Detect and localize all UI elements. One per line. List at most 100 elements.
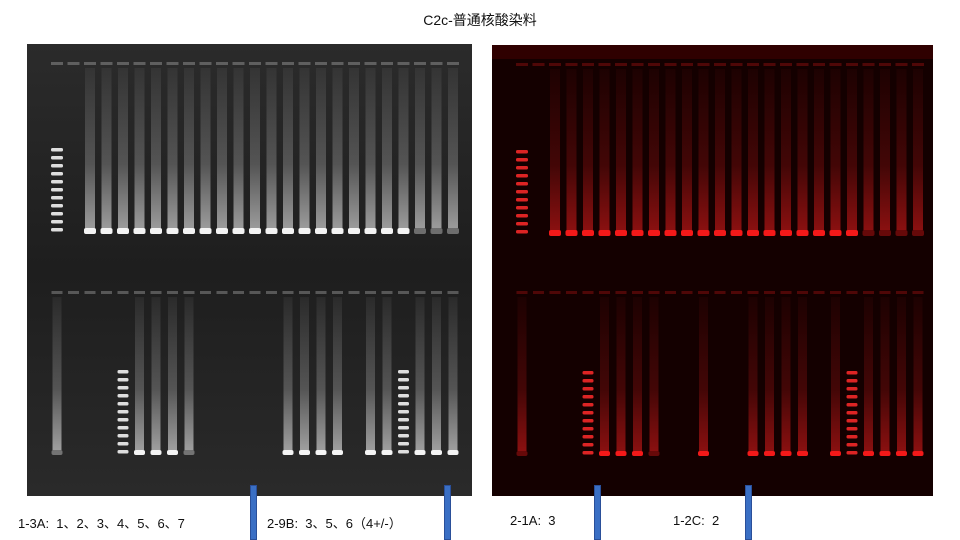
well bbox=[150, 291, 162, 294]
lane-smear bbox=[880, 297, 890, 451]
dna-band bbox=[150, 450, 162, 455]
dna-band bbox=[681, 230, 693, 236]
well bbox=[232, 62, 245, 65]
lane-smear bbox=[599, 69, 610, 230]
well bbox=[133, 62, 146, 65]
well bbox=[348, 62, 360, 65]
ladder-band bbox=[846, 371, 858, 375]
lane-smear bbox=[798, 297, 807, 451]
well bbox=[348, 291, 360, 294]
dna-band bbox=[516, 451, 528, 456]
left-bottom-lanes bbox=[51, 291, 459, 455]
dna-band bbox=[747, 451, 759, 456]
ladder-band bbox=[582, 387, 594, 391]
ladder-band bbox=[516, 182, 528, 186]
ladder-band bbox=[51, 212, 63, 216]
dna-band bbox=[598, 230, 611, 236]
lane-smear bbox=[250, 68, 260, 228]
dna-band bbox=[51, 450, 63, 455]
ladder-band bbox=[516, 206, 528, 210]
well bbox=[862, 63, 875, 66]
lane-smear bbox=[431, 68, 442, 228]
lane-smear bbox=[382, 68, 392, 228]
lane-smear bbox=[266, 68, 277, 228]
dna-band bbox=[648, 230, 660, 236]
well bbox=[100, 62, 113, 65]
ladder-band bbox=[117, 394, 129, 398]
ladder-band bbox=[846, 387, 858, 391]
well bbox=[598, 63, 611, 66]
ladder-band bbox=[582, 419, 594, 423]
well bbox=[565, 63, 578, 66]
well bbox=[632, 291, 643, 294]
well bbox=[549, 63, 561, 66]
lane-smear bbox=[168, 297, 177, 450]
ladder-band bbox=[117, 370, 129, 374]
ladder-band bbox=[398, 450, 409, 454]
well bbox=[533, 291, 544, 294]
dna-band bbox=[895, 230, 908, 236]
ladder-band bbox=[51, 148, 63, 152]
dna-band bbox=[829, 230, 842, 236]
well bbox=[315, 62, 327, 65]
lane-smear bbox=[748, 297, 758, 451]
well bbox=[879, 291, 891, 294]
dna-band bbox=[879, 451, 891, 456]
dna-band bbox=[431, 450, 442, 455]
well bbox=[863, 291, 874, 294]
lane-smear bbox=[333, 297, 342, 450]
well bbox=[763, 63, 776, 66]
right-gel-background bbox=[492, 45, 933, 496]
ladder-band bbox=[582, 427, 594, 431]
lane-smear bbox=[880, 69, 890, 230]
dna-band bbox=[183, 450, 195, 455]
left-gel-background bbox=[27, 44, 472, 496]
well bbox=[381, 291, 393, 294]
well bbox=[397, 62, 410, 65]
lane-smear bbox=[897, 297, 906, 451]
well bbox=[681, 63, 693, 66]
dna-band bbox=[797, 451, 808, 456]
lane-smear bbox=[633, 297, 642, 451]
well bbox=[216, 291, 228, 294]
ladder-band bbox=[516, 198, 528, 202]
ladder-band bbox=[398, 434, 409, 438]
dna-band bbox=[796, 230, 809, 236]
dna-band bbox=[730, 230, 743, 236]
lane-marker-2 bbox=[444, 485, 451, 540]
well bbox=[846, 63, 858, 66]
caption-1-2c: 1-2C: 2 bbox=[673, 513, 720, 528]
lane-smear bbox=[649, 297, 659, 451]
well bbox=[315, 291, 327, 294]
well bbox=[813, 63, 825, 66]
dna-band bbox=[167, 450, 178, 455]
right-gel-top-edge bbox=[492, 45, 933, 59]
lane-smear bbox=[200, 68, 211, 228]
well bbox=[813, 291, 825, 294]
ladder-band bbox=[398, 378, 409, 382]
lane-smear bbox=[366, 297, 375, 450]
ladder-band bbox=[51, 164, 63, 168]
ladder-band bbox=[51, 180, 63, 184]
ladder-band bbox=[398, 386, 409, 390]
ladder-band bbox=[398, 370, 409, 374]
ladder-band bbox=[398, 426, 409, 430]
dna-band bbox=[331, 228, 344, 234]
lane-smear bbox=[85, 68, 95, 228]
ladder-band bbox=[117, 378, 129, 382]
well bbox=[298, 62, 311, 65]
lane-smear bbox=[913, 69, 923, 230]
lane-smear bbox=[665, 69, 676, 230]
well bbox=[68, 291, 79, 294]
ladder-band bbox=[582, 435, 594, 439]
dna-band bbox=[430, 228, 443, 234]
ladder-band bbox=[51, 204, 63, 208]
dna-band bbox=[150, 228, 162, 234]
dna-band bbox=[863, 451, 874, 456]
dna-band bbox=[780, 230, 792, 236]
ladder-band bbox=[51, 156, 63, 160]
lane-smear bbox=[283, 68, 293, 228]
dna-band bbox=[631, 230, 644, 236]
well bbox=[183, 291, 195, 294]
ladder-band bbox=[117, 386, 129, 390]
